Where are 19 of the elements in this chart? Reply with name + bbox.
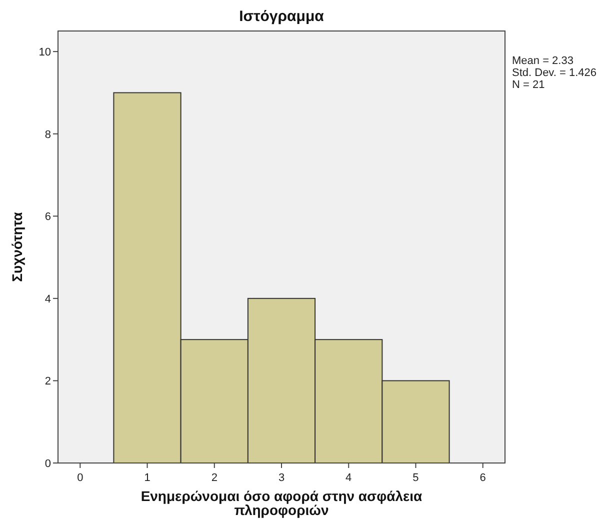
y-tick-label: 4: [44, 293, 51, 306]
y-tick-label: 0: [44, 458, 51, 470]
chart-title: Ιστόγραμμα: [239, 8, 325, 25]
x-axis-title: Ενημερώνομαι όσο αφορά στην ασφάλεια πληροφοριών: [140, 488, 423, 518]
x-tick-label: 0: [77, 472, 84, 484]
x-tick-label: 2: [211, 472, 218, 484]
text: Mean = 2.33: [512, 55, 574, 67]
x-tick-label: 5: [412, 472, 419, 484]
y-axis-title: Συχνότητα: [9, 212, 25, 282]
y-tick-label: 10: [38, 46, 51, 59]
y-tick-label: 6: [44, 211, 51, 224]
x-tick-label: 4: [346, 472, 352, 484]
text: Std. Dev. = 1.426: [512, 67, 596, 79]
x-tick-label: 3: [278, 472, 285, 484]
x-tick-label: 6: [480, 472, 486, 484]
text: N = 21: [512, 79, 545, 91]
y-tick-label: 8: [44, 128, 51, 141]
y-tick-label: 2: [44, 376, 51, 388]
x-tick-label: 1: [144, 472, 150, 484]
